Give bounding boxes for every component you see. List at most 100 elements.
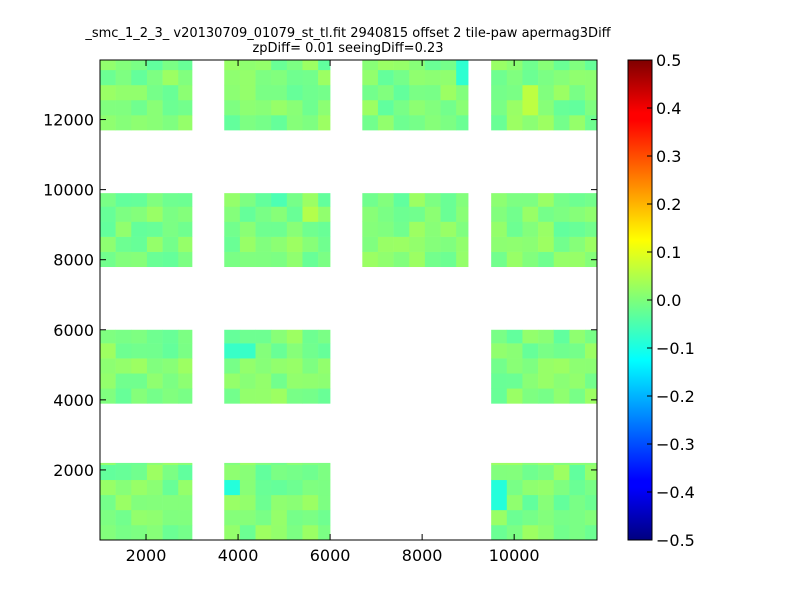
heatmap-cell — [491, 236, 508, 252]
heatmap-cell — [239, 60, 256, 71]
heatmap-cell — [569, 464, 586, 481]
heatmap-cell — [100, 464, 116, 481]
heatmap-cell — [224, 69, 241, 86]
heatmap-cell — [131, 373, 148, 389]
heatmap-cell — [569, 251, 586, 268]
heatmap-cell — [255, 236, 272, 252]
heatmap-cell — [506, 193, 523, 207]
heatmap-cell — [302, 509, 319, 526]
heatmap-cell — [224, 193, 241, 207]
heatmap-cell — [255, 479, 272, 496]
heatmap-cell — [506, 509, 523, 526]
heatmap-cell — [239, 494, 256, 511]
heatmap-cell — [318, 115, 331, 131]
heatmap-cell — [569, 343, 586, 359]
heatmap-cell — [100, 115, 116, 131]
heatmap-cell — [506, 464, 523, 481]
heatmap-cell — [131, 236, 148, 252]
heatmap-cell — [131, 343, 148, 359]
heatmap-cell — [162, 221, 179, 237]
heatmap-cell — [491, 388, 508, 404]
heatmap-cell — [286, 329, 303, 344]
y-tick-label: 4000 — [53, 391, 94, 410]
heatmap-cell — [585, 115, 598, 131]
heatmap-cell — [224, 388, 241, 404]
heatmap-cell — [522, 509, 539, 526]
heatmap-cell — [302, 462, 319, 465]
heatmap-cell — [522, 343, 539, 359]
heatmap-cell — [286, 193, 303, 207]
heatmap-cell — [146, 343, 163, 359]
heatmap-cell — [224, 84, 241, 101]
heatmap-cell — [271, 193, 288, 207]
heatmap-cell — [224, 251, 241, 268]
colorbar-tick-label: −0.1 — [656, 339, 695, 358]
heatmap-cell — [224, 343, 241, 359]
heatmap-cell — [585, 221, 598, 237]
heatmap-cell — [491, 221, 508, 237]
heatmap-cell — [162, 373, 179, 389]
heatmap-cell — [491, 479, 508, 496]
heatmap-cell — [100, 206, 116, 222]
heatmap-cell — [491, 99, 508, 116]
heatmap-cell — [224, 329, 241, 344]
heatmap-cell — [100, 343, 116, 359]
heatmap-cell — [377, 221, 394, 237]
heatmap-cell — [553, 524, 570, 541]
heatmap-cell — [131, 509, 148, 526]
heatmap-cell — [146, 69, 163, 86]
heatmap-cell — [178, 115, 193, 131]
heatmap-cell — [440, 251, 457, 268]
heatmap-cell — [115, 462, 132, 465]
colorbar-tick-label: 0.0 — [656, 291, 681, 310]
heatmap-cell — [522, 221, 539, 237]
heatmap-cell — [377, 206, 394, 222]
heatmap-cell — [131, 115, 148, 131]
heatmap-cell — [318, 494, 331, 511]
heatmap-cell — [146, 509, 163, 526]
heatmap-cell — [569, 462, 586, 465]
heatmap-cell — [115, 99, 132, 116]
heatmap-cell — [409, 60, 426, 71]
heatmap-cell — [115, 388, 132, 404]
heatmap-cell — [318, 343, 331, 359]
heatmap-cell — [409, 251, 426, 268]
heatmap-cell — [178, 60, 193, 71]
heatmap-cell — [162, 206, 179, 222]
heatmap-cell — [318, 221, 331, 237]
colorbar-tick-label: 0.3 — [656, 147, 681, 166]
heatmap-cell — [506, 524, 523, 541]
heatmap-cell — [255, 388, 272, 404]
heatmap-cell — [100, 69, 116, 86]
heatmap-cell — [286, 251, 303, 268]
heatmap-cell — [569, 494, 586, 511]
heatmap-cell — [424, 206, 441, 222]
heatmap-cell — [522, 84, 539, 101]
heatmap-cell — [424, 60, 441, 71]
heatmap-cell — [569, 69, 586, 86]
heatmap-cell — [100, 462, 116, 465]
heatmap-cell — [362, 193, 379, 207]
heatmap-cell — [538, 388, 555, 404]
heatmap-cell — [318, 99, 331, 116]
heatmap-cell — [271, 221, 288, 237]
heatmap-cell — [377, 99, 394, 116]
heatmap-cell — [178, 343, 193, 359]
heatmap-cell — [553, 69, 570, 86]
heatmap-cell — [456, 206, 469, 222]
heatmap-cell — [377, 84, 394, 101]
heatmap-cell — [409, 206, 426, 222]
heatmap-cell — [318, 84, 331, 101]
heatmap-cell — [538, 251, 555, 268]
heatmap-cell — [409, 236, 426, 252]
heatmap-cell — [491, 251, 508, 268]
heatmap-cell — [569, 479, 586, 496]
heatmap-cell — [271, 115, 288, 131]
chart-title: _smc_1_2_3_ v20130709_01079_st_tl.fit 29… — [84, 26, 611, 41]
heatmap-cell — [131, 524, 148, 541]
heatmap-cell — [302, 221, 319, 237]
heatmap-cell — [553, 251, 570, 268]
heatmap-cell — [393, 193, 410, 207]
heatmap-cell — [131, 462, 148, 465]
heatmap-cell — [456, 236, 469, 252]
